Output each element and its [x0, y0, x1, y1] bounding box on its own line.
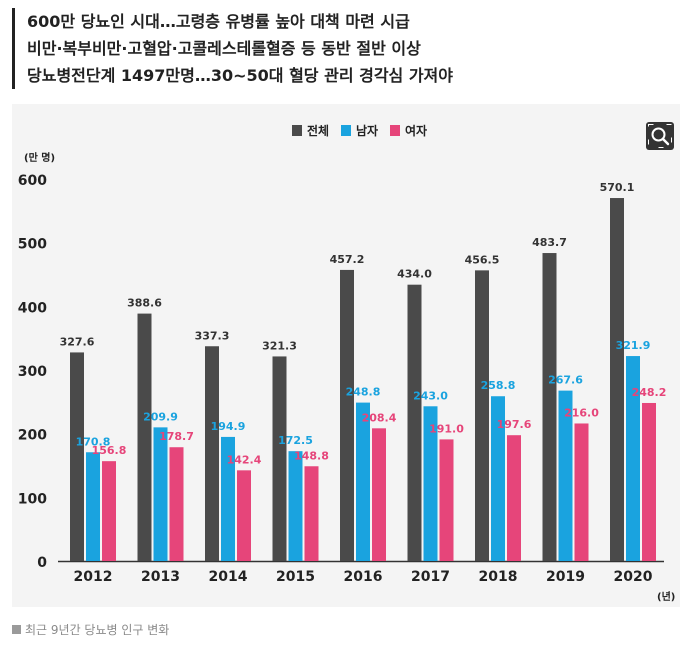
bar-남자-2019 [558, 390, 573, 561]
bar-여자-2018 [507, 435, 521, 561]
legend-swatch-전체 [292, 125, 302, 136]
y-tick-label: 300 [18, 364, 47, 380]
x-tick-label: 2013 [141, 569, 180, 585]
value-label-전체-2013: 388.6 [127, 297, 162, 310]
y-tick-label: 500 [18, 237, 47, 253]
bar-여자-2017 [439, 439, 454, 561]
y-axis-unit-label: (만 명) [24, 151, 55, 164]
value-label-전체-2020: 570.1 [600, 181, 635, 194]
bar-남자-2013 [153, 427, 168, 561]
value-label-전체-2019: 483.7 [532, 236, 567, 249]
bar-여자-2019 [574, 423, 589, 561]
bar-남자-2014 [221, 436, 235, 561]
value-label-전체-2015: 321.3 [262, 339, 297, 352]
bar-남자-2015 [288, 451, 303, 561]
bar-전체-2018 [475, 270, 489, 561]
bar-전체-2020 [610, 198, 624, 562]
value-label-남자-2012: 170.8 [76, 435, 111, 448]
legend-swatch-여자 [390, 125, 400, 136]
value-label-여자-2016: 208.4 [362, 411, 397, 424]
value-label-여자-2018: 197.6 [497, 418, 532, 431]
value-label-여자-2019: 216.0 [564, 406, 599, 419]
bar-전체-2019 [542, 253, 557, 562]
bar-여자-2012 [102, 461, 116, 561]
zoom-button[interactable] [646, 122, 674, 150]
x-tick-label: 2015 [276, 569, 315, 585]
bar-전체-2013 [137, 313, 152, 561]
headline-line-2: 비만·복부비만·고혈압·고콜레스테롤혈증 등 동반 절반 이상 [27, 39, 421, 58]
bar-전체-2015 [272, 356, 287, 561]
bar-남자-2017 [423, 406, 438, 561]
headline-line-1: 600만 당뇨인 시대…고령층 유병률 높아 대책 마련 시급 [27, 12, 410, 31]
bar-여자-2013 [169, 447, 184, 561]
x-tick-label: 2017 [411, 569, 450, 585]
y-tick-label: 0 [37, 555, 47, 571]
y-tick-label: 100 [18, 491, 47, 507]
legend-label-전체: 전체 [307, 123, 329, 138]
legend-swatch-남자 [341, 125, 351, 136]
x-tick-label: 2018 [479, 569, 518, 585]
y-tick-label: 200 [18, 428, 47, 444]
y-tick-label: 400 [18, 300, 47, 316]
value-label-전체-2017: 434.0 [397, 268, 432, 281]
x-tick-label: 2020 [614, 569, 653, 585]
bar-남자-2020 [626, 356, 640, 561]
bar-전체-2012 [70, 352, 84, 561]
value-label-여자-2012: 156.8 [92, 444, 127, 457]
value-label-남자-2017: 243.0 [413, 389, 448, 402]
value-label-남자-2014: 194.9 [211, 420, 246, 433]
value-label-남자-2018: 258.8 [481, 379, 516, 392]
value-label-여자-2017: 191.0 [429, 422, 464, 435]
headline-block: 600만 당뇨인 시대…고령층 유병률 높아 대책 마련 시급 비만·복부비만·… [12, 8, 687, 89]
value-label-여자-2014: 142.4 [227, 453, 262, 466]
value-label-전체-2014: 337.3 [195, 329, 230, 342]
bar-여자-2016 [372, 428, 386, 561]
caption-square-icon [12, 625, 21, 634]
value-label-여자-2020: 248.2 [632, 386, 667, 399]
value-label-여자-2015: 148.8 [294, 449, 329, 462]
y-tick-label: 600 [18, 173, 47, 189]
figure-caption: 최근 9년간 당뇨병 인구 변화 [12, 621, 169, 638]
value-label-남자-2013: 209.9 [143, 410, 178, 423]
bar-여자-2020 [642, 402, 656, 561]
magnifier-icon [648, 124, 672, 148]
caption-text: 최근 9년간 당뇨병 인구 변화 [25, 623, 170, 637]
legend-label-여자: 여자 [405, 123, 427, 138]
bar-남자-2016 [356, 402, 370, 561]
headline-line-3: 당뇨병전단계 1497만명…30~50대 혈당 관리 경각심 가져야 [27, 66, 454, 85]
x-tick-label: 2014 [209, 569, 248, 585]
value-label-남자-2015: 172.5 [278, 434, 313, 447]
x-axis-unit-label: (년) [657, 590, 675, 603]
bar-남자-2012 [86, 452, 100, 561]
value-label-남자-2020: 321.9 [616, 339, 651, 352]
x-tick-label: 2016 [344, 569, 383, 585]
bar-여자-2014 [237, 470, 251, 561]
bar-여자-2015 [304, 466, 319, 561]
value-label-전체-2012: 327.6 [60, 335, 95, 348]
value-label-전체-2018: 456.5 [465, 253, 500, 266]
x-tick-label: 2019 [546, 569, 585, 585]
bar-전체-2014 [205, 346, 219, 561]
value-label-여자-2013: 178.7 [159, 430, 194, 443]
value-label-남자-2019: 267.6 [548, 374, 583, 387]
bar-전체-2016 [340, 269, 354, 561]
bar-남자-2018 [491, 396, 505, 561]
value-label-남자-2016: 248.8 [346, 386, 381, 399]
bar-전체-2017 [407, 284, 422, 561]
value-label-전체-2016: 457.2 [330, 253, 365, 266]
legend-label-남자: 남자 [356, 123, 378, 138]
x-tick-label: 2012 [74, 569, 113, 585]
